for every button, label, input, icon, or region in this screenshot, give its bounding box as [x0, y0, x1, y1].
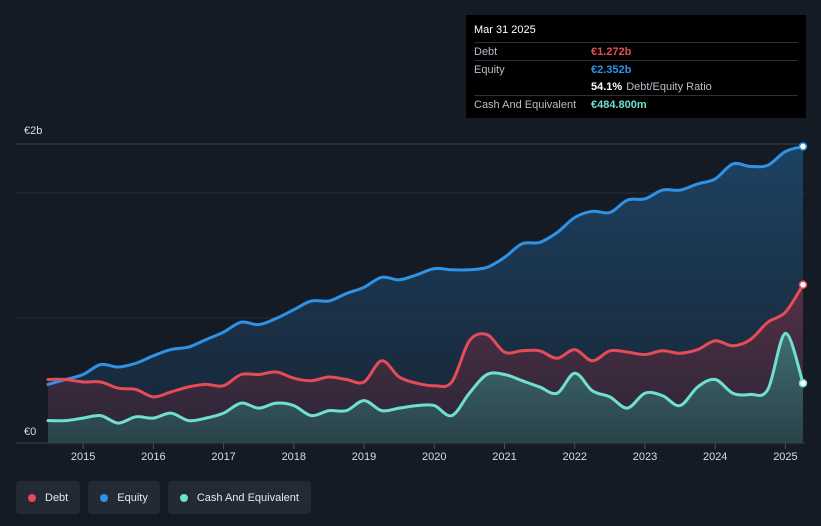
legend-cash-label: Cash And Equivalent — [196, 491, 299, 504]
x-axis: 2015 2016 2017 2018 2019 2020 2021 2022 2023 2024… — [71, 443, 798, 463]
y-tick-label: €0 — [24, 426, 36, 438]
x-tick-label: 2024 — [703, 451, 727, 463]
tooltip-debt-label: Debt — [474, 46, 498, 58]
x-tick-label: 2020 — [422, 451, 446, 463]
legend-item-equity[interactable]: Equity — [88, 481, 160, 514]
tooltip-row-ratio: 54.1% Debt/Equity Ratio — [474, 78, 798, 95]
x-tick-label: 2018 — [282, 451, 306, 463]
equity-dot-icon — [100, 493, 109, 502]
tooltip-equity-value: €2.352b — [591, 64, 632, 76]
x-tick-label: 2022 — [563, 451, 587, 463]
tooltip-equity-label: Equity — [474, 64, 505, 76]
tooltip-row-equity: Equity €2.352b — [474, 60, 798, 78]
x-tick-label: 2023 — [633, 451, 657, 463]
equity-line — [46, 145, 805, 386]
tooltip-cash-value: €484.800m — [591, 99, 647, 111]
x-tick-label: 2021 — [492, 451, 516, 463]
cash-area — [48, 333, 803, 443]
cash-line — [46, 331, 805, 425]
x-tick-label: 2025 — [773, 451, 797, 463]
legend: Debt Equity Cash And Equivalent — [16, 481, 311, 514]
debt-line — [46, 283, 805, 399]
legend-item-debt[interactable]: Debt — [16, 481, 81, 514]
series-endpoints — [798, 142, 808, 388]
legend-debt-label: Debt — [45, 491, 69, 504]
equity-endpoint — [798, 142, 808, 151]
legend-item-cash[interactable]: Cash And Equivalent — [167, 481, 311, 514]
cash-dot-icon — [179, 493, 188, 502]
y-tick-label: €2b — [24, 125, 42, 137]
tooltip-ratio-value: 54.1% — [591, 81, 623, 93]
x-tick-label: 2016 — [141, 451, 165, 463]
tooltip-ratio-label: Debt/Equity Ratio — [626, 81, 712, 93]
tooltip: Mar 31 2025 Debt €1.272b Equity €2.352b … — [466, 15, 806, 118]
tooltip-row-cash: Cash And Equivalent €484.800m — [474, 95, 798, 113]
tooltip-cash-label: Cash And Equivalent — [474, 99, 577, 111]
cash-endpoint — [798, 378, 808, 388]
tooltip-debt-value: €1.272b — [591, 46, 632, 58]
debt-endpoint — [798, 280, 808, 290]
legend-equity-label: Equity — [117, 491, 148, 504]
tooltip-row-debt: Debt €1.272b — [474, 42, 798, 60]
tooltip-date: Mar 31 2025 — [474, 24, 536, 36]
x-tick-label: 2019 — [352, 451, 376, 463]
debt-dot-icon — [28, 493, 36, 502]
x-tick-label: 2017 — [211, 451, 235, 463]
y-axis: €0 €2b — [24, 125, 42, 438]
series-lines — [46, 145, 805, 425]
x-tick-label: 2015 — [71, 451, 95, 463]
